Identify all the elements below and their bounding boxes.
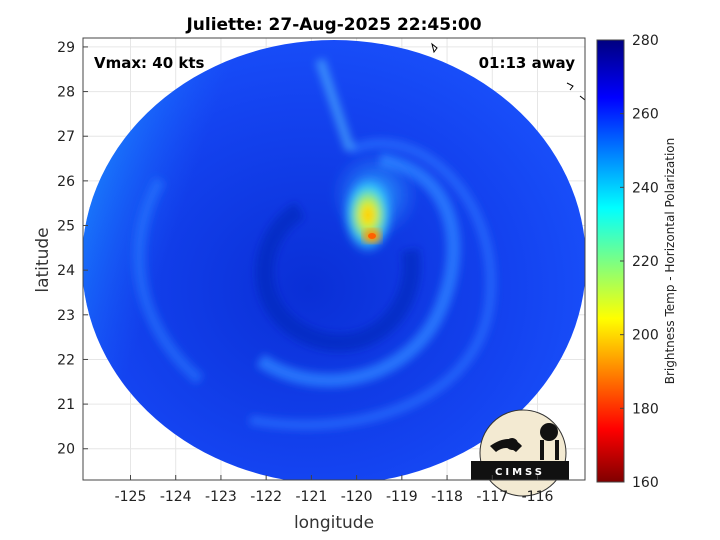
y-tick-label: 24 bbox=[57, 263, 75, 279]
y-axis-ticks: 20 21 22 23 24 25 26 27 28 29 bbox=[57, 40, 88, 458]
colorbar-tick-label: 220 bbox=[632, 254, 659, 270]
y-tick-label: 22 bbox=[57, 352, 75, 368]
figure-title: Juliette: 27-Aug-2025 22:45:00 bbox=[185, 15, 481, 35]
plot-frame bbox=[82, 37, 586, 481]
colorbar-tick-label: 160 bbox=[632, 475, 659, 491]
colorbar-label: Brightness Temp - Horizontal Polarizatio… bbox=[663, 138, 677, 385]
coastline-marks bbox=[431, 42, 585, 101]
colorbar-tick-label: 180 bbox=[632, 401, 659, 417]
y-tick-label: 27 bbox=[57, 129, 75, 145]
y-tick-label: 20 bbox=[57, 442, 75, 458]
x-tick-label: -116 bbox=[522, 489, 554, 505]
colorbar-tick-label: 260 bbox=[632, 107, 659, 123]
x-tick-label: -125 bbox=[115, 489, 147, 505]
x-tick-label: -124 bbox=[160, 489, 192, 505]
colorbar-tick-label: 280 bbox=[632, 33, 659, 49]
y-tick-label: 25 bbox=[57, 219, 75, 235]
y-tick-label: 26 bbox=[57, 174, 75, 190]
swath-imagery bbox=[83, 40, 585, 480]
colorbar: 160 180 200 220 240 260 280 Brightness Temp - … bbox=[596, 33, 677, 491]
colorbar-ramp bbox=[596, 39, 625, 483]
y-axis-label: latitude bbox=[33, 227, 53, 292]
y-tick-label: 23 bbox=[57, 308, 75, 324]
cimss-logo: CIMSS bbox=[471, 409, 569, 497]
y-tick-label: 29 bbox=[57, 40, 75, 56]
colorbar-ticks: 160 180 200 220 240 260 280 bbox=[620, 33, 659, 491]
logo-text: CIMSS bbox=[495, 467, 545, 478]
x-tick-label: -122 bbox=[250, 489, 282, 505]
x-tick-label: -123 bbox=[205, 489, 237, 505]
time-away-label: 01:13 away bbox=[479, 54, 576, 72]
x-tick-label: -117 bbox=[476, 489, 508, 505]
colorbar-tick-label: 200 bbox=[632, 328, 659, 344]
x-axis-ticks: -125 -124 -123 -122 -121 -120 -119 -118 -117 -116 bbox=[115, 475, 554, 505]
y-tick-label: 21 bbox=[57, 397, 75, 413]
x-axis-label: longitude bbox=[294, 513, 374, 533]
y-tick-label: 28 bbox=[57, 85, 75, 101]
x-tick-label: -119 bbox=[386, 489, 418, 505]
x-tick-label: -121 bbox=[295, 489, 327, 505]
x-tick-label: -120 bbox=[341, 489, 373, 505]
vmax-label: Vmax: 40 kts bbox=[94, 54, 204, 72]
x-tick-label: -118 bbox=[431, 489, 463, 505]
colorbar-tick-label: 240 bbox=[632, 180, 659, 196]
spiral-bands bbox=[133, 58, 496, 430]
